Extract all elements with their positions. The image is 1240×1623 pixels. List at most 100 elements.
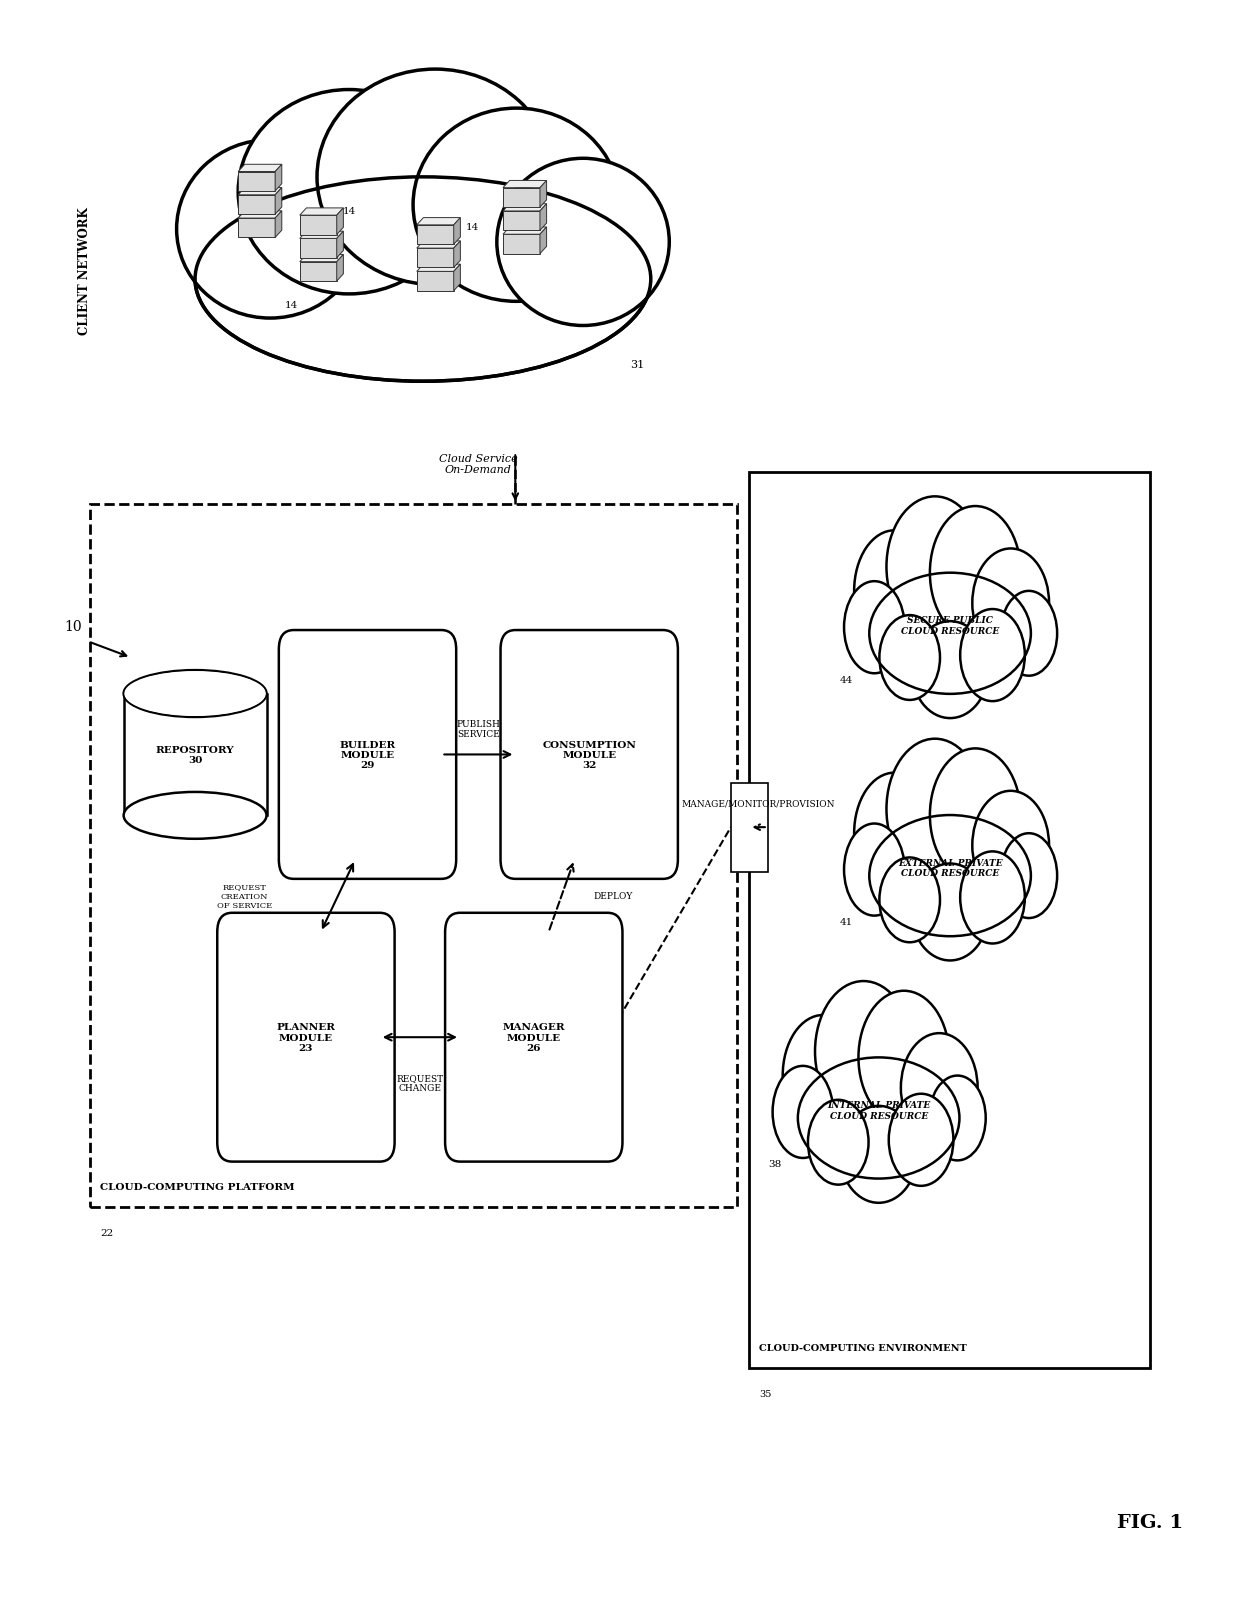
Polygon shape bbox=[238, 188, 281, 196]
Text: 10: 10 bbox=[64, 620, 82, 635]
Ellipse shape bbox=[858, 992, 950, 1125]
Polygon shape bbox=[539, 182, 547, 208]
Ellipse shape bbox=[930, 748, 1021, 883]
Ellipse shape bbox=[497, 159, 670, 326]
Ellipse shape bbox=[782, 1016, 863, 1136]
Text: PLANNER
MODULE
23: PLANNER MODULE 23 bbox=[277, 1022, 336, 1052]
Text: REQUEST
CHANGE: REQUEST CHANGE bbox=[397, 1073, 444, 1092]
Ellipse shape bbox=[879, 615, 940, 701]
Ellipse shape bbox=[238, 91, 460, 295]
Bar bbox=[238, 196, 275, 214]
Polygon shape bbox=[337, 255, 343, 282]
Polygon shape bbox=[275, 166, 281, 192]
Polygon shape bbox=[454, 219, 460, 245]
Polygon shape bbox=[275, 188, 281, 214]
Text: CLOUD-COMPUTING ENVIRONMENT: CLOUD-COMPUTING ENVIRONMENT bbox=[759, 1344, 967, 1352]
Bar bbox=[91, 505, 737, 1208]
Ellipse shape bbox=[773, 1066, 833, 1159]
Ellipse shape bbox=[124, 670, 267, 717]
Ellipse shape bbox=[844, 824, 905, 915]
Ellipse shape bbox=[815, 982, 911, 1121]
Ellipse shape bbox=[797, 1058, 960, 1178]
Text: REQUEST
CREATION
OF SERVICE: REQUEST CREATION OF SERVICE bbox=[217, 883, 272, 909]
Ellipse shape bbox=[960, 852, 1024, 945]
Ellipse shape bbox=[841, 1107, 918, 1203]
Ellipse shape bbox=[124, 672, 265, 717]
Bar bbox=[300, 239, 337, 258]
Ellipse shape bbox=[869, 815, 1030, 936]
Ellipse shape bbox=[960, 610, 1024, 701]
Polygon shape bbox=[238, 211, 281, 219]
Polygon shape bbox=[417, 242, 460, 248]
Text: 41: 41 bbox=[839, 917, 852, 927]
Bar bbox=[124, 695, 267, 816]
Bar bbox=[503, 188, 539, 208]
FancyBboxPatch shape bbox=[445, 914, 622, 1162]
Text: MANAGE/MONITOR/PROVISION: MANAGE/MONITOR/PROVISION bbox=[682, 799, 836, 808]
Bar bbox=[300, 263, 337, 282]
Ellipse shape bbox=[1001, 591, 1058, 677]
Text: 35: 35 bbox=[759, 1389, 771, 1399]
Text: 14: 14 bbox=[285, 300, 299, 310]
Ellipse shape bbox=[887, 497, 983, 638]
Text: EXTERNAL PRIVATE
CLOUD RESOURCE: EXTERNAL PRIVATE CLOUD RESOURCE bbox=[898, 859, 1002, 878]
Polygon shape bbox=[539, 204, 547, 230]
Ellipse shape bbox=[854, 773, 935, 894]
FancyBboxPatch shape bbox=[217, 914, 394, 1162]
Text: CLIENT NETWORK: CLIENT NETWORK bbox=[78, 206, 91, 334]
Ellipse shape bbox=[176, 141, 363, 318]
Text: INTERNAL PRIVATE
CLOUD RESOURCE: INTERNAL PRIVATE CLOUD RESOURCE bbox=[827, 1100, 930, 1120]
Text: 31: 31 bbox=[630, 359, 644, 370]
Bar bbox=[300, 216, 337, 235]
Text: 38: 38 bbox=[768, 1160, 781, 1169]
Text: PUBLISH
SERVICE: PUBLISH SERVICE bbox=[456, 719, 500, 738]
Ellipse shape bbox=[413, 109, 620, 302]
Polygon shape bbox=[503, 182, 547, 188]
Bar bbox=[730, 784, 768, 872]
Ellipse shape bbox=[889, 1094, 954, 1186]
Bar bbox=[238, 172, 275, 192]
Ellipse shape bbox=[854, 531, 935, 652]
Bar bbox=[417, 248, 454, 268]
Ellipse shape bbox=[929, 1076, 986, 1160]
Bar bbox=[503, 213, 539, 230]
Bar bbox=[503, 235, 539, 255]
Ellipse shape bbox=[869, 573, 1030, 695]
Polygon shape bbox=[337, 232, 343, 258]
Ellipse shape bbox=[124, 792, 267, 839]
Ellipse shape bbox=[808, 1100, 868, 1185]
Polygon shape bbox=[300, 209, 343, 216]
Text: SECURE PUBLIC
CLOUD RESOURCE: SECURE PUBLIC CLOUD RESOURCE bbox=[901, 617, 999, 636]
Polygon shape bbox=[503, 227, 547, 235]
Polygon shape bbox=[300, 232, 343, 239]
Bar bbox=[238, 219, 275, 239]
Polygon shape bbox=[417, 265, 460, 273]
Polygon shape bbox=[275, 211, 281, 239]
Ellipse shape bbox=[887, 738, 983, 880]
Polygon shape bbox=[238, 166, 281, 172]
Text: 14: 14 bbox=[343, 208, 356, 216]
Ellipse shape bbox=[1001, 834, 1058, 919]
Text: 14: 14 bbox=[466, 224, 480, 232]
Ellipse shape bbox=[879, 859, 940, 943]
Polygon shape bbox=[539, 227, 547, 255]
Polygon shape bbox=[503, 204, 547, 213]
Ellipse shape bbox=[972, 549, 1049, 657]
Text: BUILDER
MODULE
29: BUILDER MODULE 29 bbox=[340, 740, 396, 769]
Text: CLOUD-COMPUTING PLATFORM: CLOUD-COMPUTING PLATFORM bbox=[100, 1182, 295, 1191]
Text: MANAGER
MODULE
26: MANAGER MODULE 26 bbox=[502, 1022, 565, 1052]
Bar bbox=[417, 273, 454, 292]
Text: FIG. 1: FIG. 1 bbox=[1116, 1513, 1183, 1530]
Text: Cloud Service
On-Demand: Cloud Service On-Demand bbox=[439, 453, 518, 476]
Ellipse shape bbox=[317, 70, 553, 286]
Text: CONSUMPTION
MODULE
32: CONSUMPTION MODULE 32 bbox=[542, 740, 636, 769]
Polygon shape bbox=[454, 265, 460, 292]
Ellipse shape bbox=[911, 863, 988, 961]
FancyBboxPatch shape bbox=[501, 631, 678, 880]
Text: REPOSITORY
30: REPOSITORY 30 bbox=[156, 745, 234, 764]
FancyBboxPatch shape bbox=[279, 631, 456, 880]
Ellipse shape bbox=[901, 1034, 977, 1143]
Bar bbox=[417, 226, 454, 245]
Polygon shape bbox=[454, 242, 460, 268]
Text: 44: 44 bbox=[839, 675, 852, 685]
